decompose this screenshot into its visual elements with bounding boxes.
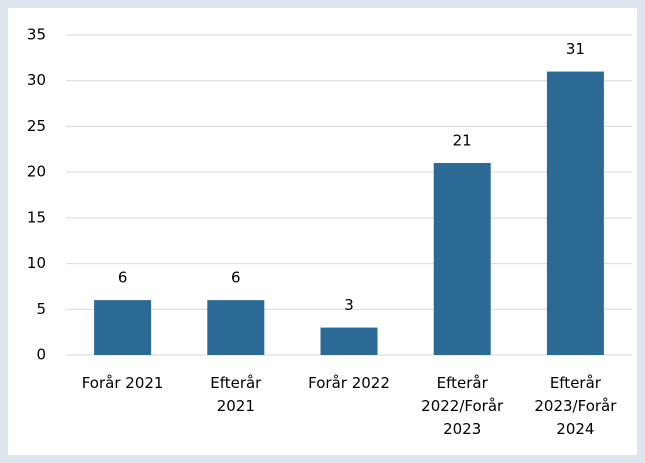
y-tick-label: 25 <box>27 117 46 135</box>
bar <box>94 300 152 355</box>
y-tick-label: 0 <box>36 346 46 364</box>
y-tick-label: 15 <box>27 208 46 226</box>
bar <box>320 327 378 355</box>
y-tick-label: 20 <box>27 163 46 181</box>
data-label: 3 <box>344 296 354 314</box>
y-tick-label: 35 <box>27 26 46 44</box>
x-tick-label: Forår 2022 <box>308 374 390 392</box>
data-label: 31 <box>566 40 585 58</box>
data-label: 21 <box>453 132 472 150</box>
x-tick-label: Efterår 2023/Forår 2024 <box>534 374 617 438</box>
bar <box>433 163 491 355</box>
x-tick-label: Forår 2021 <box>81 374 164 392</box>
y-tick-label: 30 <box>27 71 46 89</box>
x-tick-label: Efterår 2021 <box>210 374 262 415</box>
bar <box>546 71 604 356</box>
data-label: 6 <box>231 269 241 287</box>
y-tick-label: 10 <box>27 254 46 272</box>
y-tick-label: 5 <box>36 300 46 318</box>
data-label: 6 <box>118 269 128 287</box>
bar <box>207 300 265 355</box>
x-tick-label: Efterår 2022/Forår 2023 <box>421 374 504 438</box>
chart-panel <box>8 8 637 455</box>
